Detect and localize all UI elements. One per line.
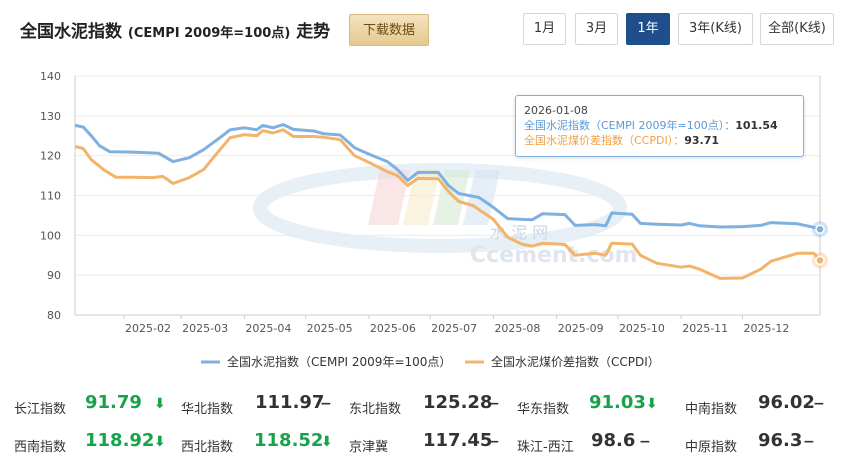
arrow-down-icon: ⬇ (154, 434, 166, 450)
download-data-button[interactable]: 下载数据 (349, 14, 429, 46)
index-name: 中南指数 (685, 402, 738, 417)
chart-series (74, 123, 828, 280)
dash-icon: − (488, 396, 500, 412)
arrow-down-icon: ⬇ (154, 396, 166, 412)
x-tick-label: 2025-10 (619, 322, 665, 335)
range-button-1y[interactable]: 1年 (626, 13, 670, 45)
x-tick-label: 2025-11 (682, 322, 728, 335)
x-tick-label: 2025-04 (245, 322, 291, 335)
watermark-cn: 水 泥 网 (490, 223, 548, 242)
x-tick-label: 2025-12 (743, 322, 789, 335)
dash-icon: − (488, 434, 500, 450)
index-name: 京津冀 (349, 440, 389, 455)
arrow-down-icon: ⬇ (646, 396, 658, 412)
dash-icon: − (639, 434, 651, 450)
y-tick-label: 90 (47, 269, 61, 282)
hover-point-ccpdi (815, 255, 825, 266)
index-value: 118.92 (85, 430, 155, 451)
y-tick-label: 130 (40, 110, 61, 123)
x-tick-label: 2025-06 (370, 322, 416, 335)
y-tick-label: 120 (40, 150, 61, 163)
series-line-ccpdi (74, 128, 822, 280)
x-tick-label: 2025-09 (558, 322, 604, 335)
index-name: 华北指数 (181, 402, 234, 417)
index-value: 125.28 (423, 392, 493, 413)
index-name: 中原指数 (685, 440, 738, 455)
range-button-3m[interactable]: 3月 (575, 13, 618, 45)
index-value: 111.97 (255, 392, 325, 413)
regional-index-table: 长江指数 91.79 ⬇ 华北指数 111.97 − 东北指数 125.28 −… (0, 388, 845, 464)
index-value: 96.02 (758, 392, 815, 413)
y-tick-label: 140 (40, 70, 61, 83)
tooltip-ccpdi-label: 全国水泥煤价差指数（CCPDI）： (524, 134, 685, 147)
chart-header: 全国水泥指数 (CEMPI 2009年=100点) 走势 下载数据 1月 3月 … (0, 0, 845, 60)
dash-icon: − (320, 396, 332, 412)
index-value: 91.79 (85, 392, 142, 413)
tooltip-ccpdi-value: 93.71 (684, 134, 720, 147)
chart-svg: 水 泥 网 Ccement.com 80 90 100 110 120 130 140 20… (40, 70, 828, 369)
tooltip-row-ccpdi: 全国水泥煤价差指数（CCPDI）：93.71 (524, 133, 795, 148)
dash-icon: − (813, 396, 825, 412)
cement-index-chart: 水 泥 网 Ccement.com 80 90 100 110 120 130 140 20… (0, 60, 845, 380)
x-tick-label: 2025-03 (182, 322, 228, 335)
index-name: 东北指数 (349, 402, 402, 417)
index-value: 91.03 (589, 392, 646, 413)
x-axis: 2025-02 2025-03 2025-04 2025-05 2025-06 2025-… (123, 315, 789, 335)
index-name: 长江指数 (14, 402, 67, 417)
index-value: 117.45 (423, 430, 493, 451)
index-value: 96.3 (758, 430, 803, 451)
title-sub: (CEMPI 2009年=100点) (127, 26, 291, 41)
y-tick-label: 100 (40, 229, 61, 242)
hover-point-cempi (815, 224, 825, 234)
legend-cempi-label[interactable]: 全国水泥指数（CEMPI 2009年=100点） (227, 354, 451, 369)
title-suffix: 走势 (296, 22, 331, 42)
x-tick-label: 2025-02 (125, 322, 171, 335)
index-name: 西南指数 (14, 440, 67, 455)
watermark-en: Ccement.com (470, 243, 638, 268)
index-name: 华东指数 (517, 402, 570, 417)
chart-legend: 全国水泥指数（CEMPI 2009年=100点） 全国水泥煤价差指数（CCPDI… (201, 354, 660, 369)
index-value: 118.52 (254, 430, 324, 451)
page-title: 全国水泥指数 (CEMPI 2009年=100点) 走势 (20, 17, 330, 42)
title-main: 全国水泥指数 (20, 22, 122, 42)
index-name: 西北指数 (181, 440, 234, 455)
y-tick-label: 110 (40, 190, 61, 203)
legend-ccpdi-label[interactable]: 全国水泥煤价差指数（CCPDI） (491, 354, 660, 369)
tooltip-row-cempi: 全国水泥指数（CEMPI 2009年=100点）：101.54 (524, 118, 795, 133)
range-button-3y-kline[interactable]: 3年(K线) (678, 13, 753, 45)
tooltip-cempi-value: 101.54 (735, 119, 778, 132)
y-tick-label: 80 (47, 309, 61, 322)
chart-tooltip: 2026-01-08 全国水泥指数（CEMPI 2009年=100点）：101.… (515, 95, 804, 157)
y-axis: 80 90 100 110 120 130 140 (40, 70, 61, 322)
x-tick-label: 2025-07 (431, 322, 477, 335)
index-value: 98.6 (591, 430, 636, 451)
tooltip-date: 2026-01-08 (524, 104, 588, 117)
tooltip-cempi-label: 全国水泥指数（CEMPI 2009年=100点）： (524, 119, 736, 132)
range-button-all-kline[interactable]: 全部(K线) (760, 13, 834, 45)
x-tick-label: 2025-08 (494, 322, 540, 335)
dash-icon: − (803, 434, 815, 450)
x-tick-label: 2025-05 (307, 322, 353, 335)
series-line-cempi (74, 123, 821, 231)
arrow-down-icon: ⬇ (321, 434, 333, 450)
index-name: 珠江-西江 (517, 440, 574, 455)
range-button-1m[interactable]: 1月 (523, 13, 566, 45)
